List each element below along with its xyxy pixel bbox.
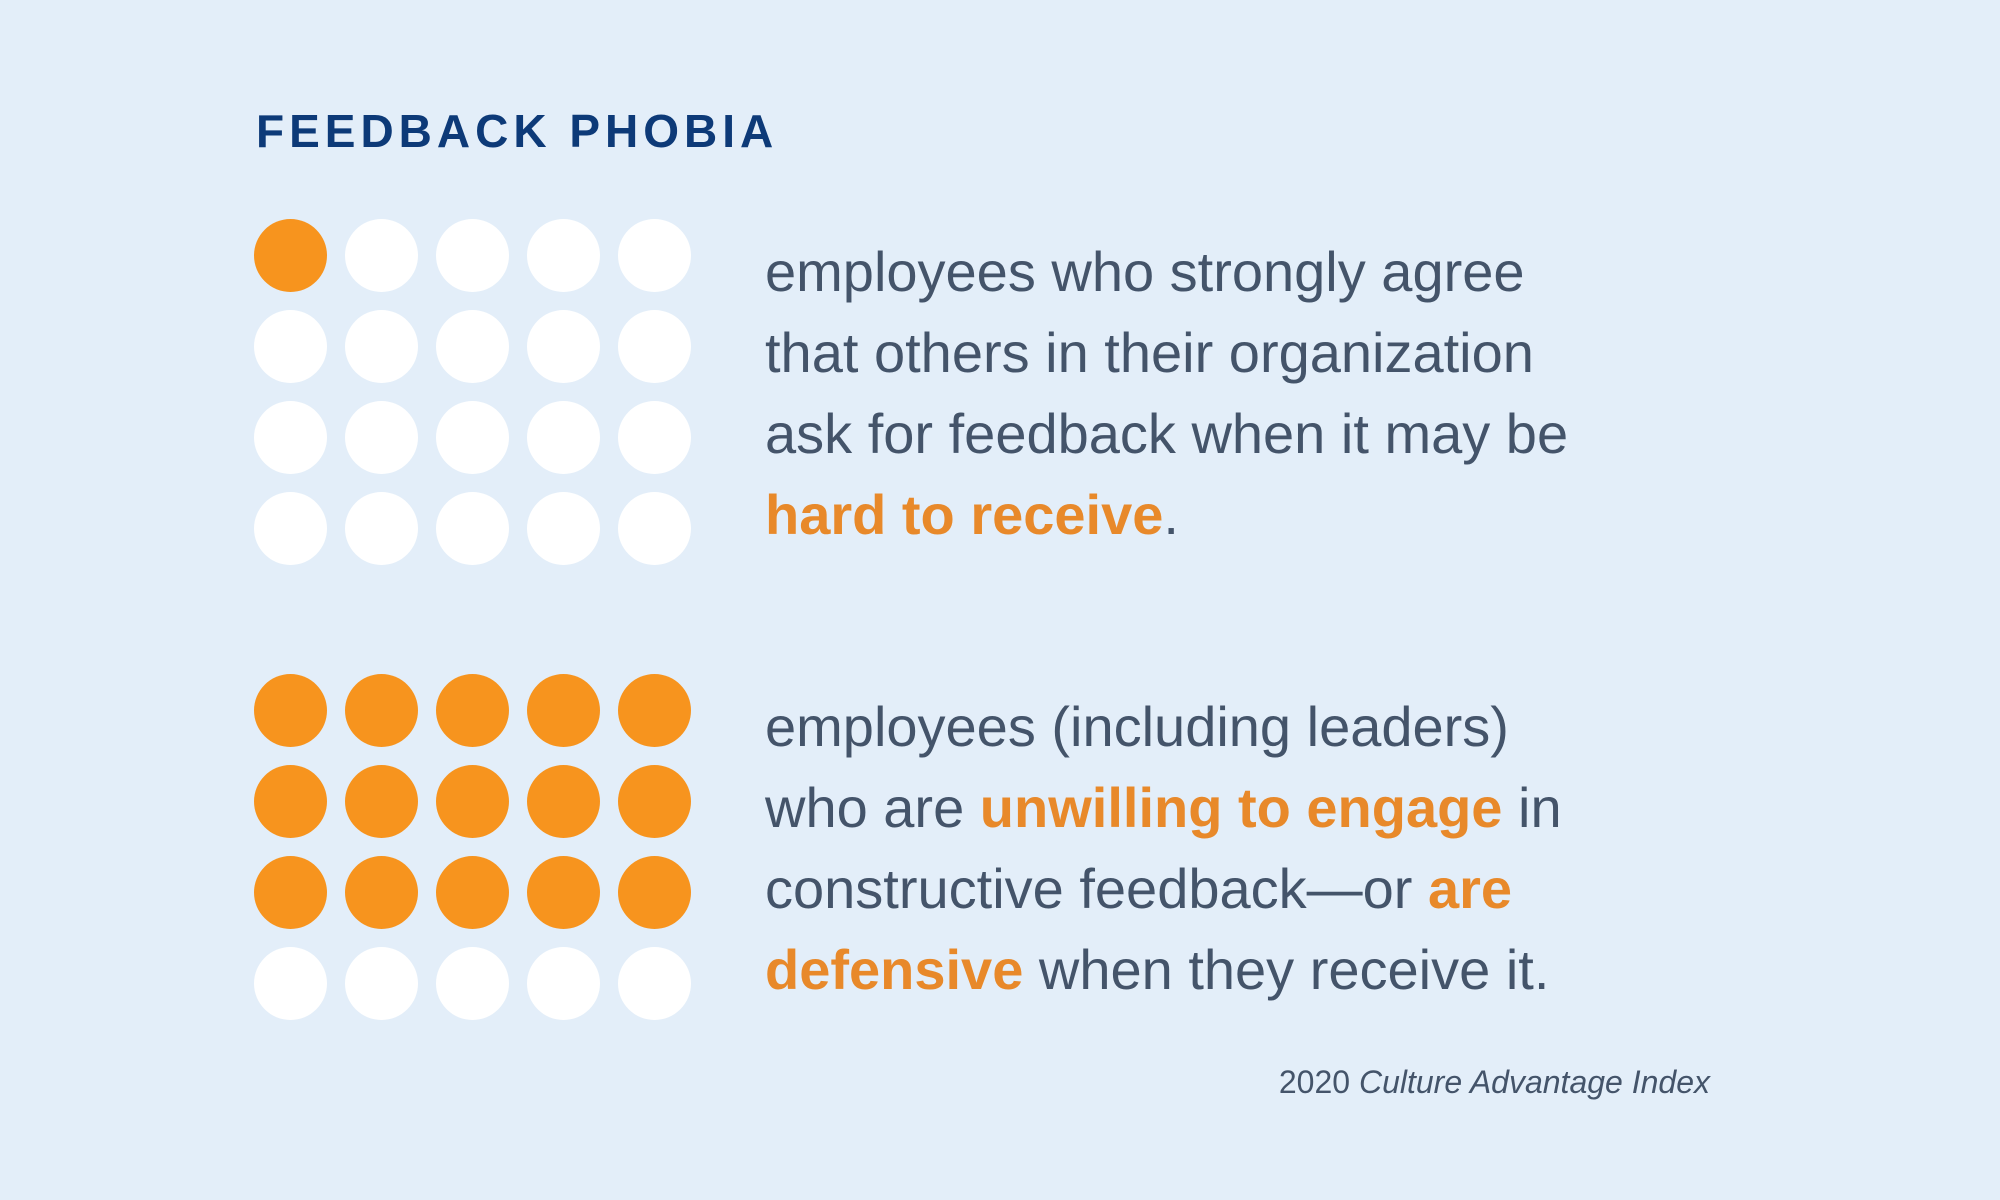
source-name: Culture Advantage Index <box>1358 1064 1710 1100</box>
body-text: ask for feedback when it may be <box>765 402 1569 465</box>
stat-line: hard to receive. <box>765 474 1568 555</box>
dot-grid-hard-to-receive <box>254 219 691 565</box>
stat-text-hard-to-receive: employees who strongly agree that others … <box>765 231 1568 555</box>
empty-dot <box>618 401 691 474</box>
filled-dot <box>436 674 509 747</box>
body-text: employees who strongly agree <box>765 240 1525 303</box>
stat-line: who are unwilling to engage in <box>765 767 1562 848</box>
highlight-text: are <box>1427 857 1513 920</box>
filled-dot <box>436 765 509 838</box>
stat-line: defensive when they receive it. <box>765 929 1562 1010</box>
filled-dot <box>436 856 509 929</box>
filled-dot <box>527 856 600 929</box>
body-text: . <box>1163 483 1179 546</box>
stat-line: employees who strongly agree <box>765 231 1568 312</box>
filled-dot <box>254 765 327 838</box>
filled-dot <box>618 765 691 838</box>
stat-line: ask for feedback when it may be <box>765 393 1568 474</box>
empty-dot <box>618 310 691 383</box>
empty-dot <box>345 310 418 383</box>
filled-dot <box>254 856 327 929</box>
body-text: in <box>1502 776 1562 839</box>
stat-line: constructive feedback—or are <box>765 848 1562 929</box>
empty-dot <box>345 947 418 1020</box>
source-citation: 2020 Culture Advantage Index <box>1279 1064 1710 1101</box>
body-text: that others in their organization <box>765 321 1534 384</box>
empty-dot <box>527 310 600 383</box>
empty-dot <box>436 310 509 383</box>
empty-dot <box>436 492 509 565</box>
empty-dot <box>254 947 327 1020</box>
empty-dot <box>254 492 327 565</box>
empty-dot <box>436 219 509 292</box>
empty-dot <box>618 219 691 292</box>
stat-text-unwilling-or-defensive: employees (including leaders) who are unw… <box>765 686 1562 1010</box>
filled-dot <box>527 765 600 838</box>
filled-dot <box>254 674 327 747</box>
empty-dot <box>254 310 327 383</box>
highlight-text: defensive <box>765 938 1024 1001</box>
empty-dot <box>618 947 691 1020</box>
empty-dot <box>527 947 600 1020</box>
highlight-text: unwilling to engage <box>979 776 1503 839</box>
filled-dot <box>345 674 418 747</box>
body-text: employees (including leaders) <box>765 695 1509 758</box>
filled-dot <box>254 219 327 292</box>
empty-dot <box>436 401 509 474</box>
highlight-text: hard to receive <box>765 483 1164 546</box>
body-text: when they receive it. <box>1023 938 1550 1001</box>
page-title: FEEDBACK PHOBIA <box>256 105 779 157</box>
empty-dot <box>436 947 509 1020</box>
source-year: 2020 <box>1278 1064 1351 1100</box>
body-text: constructive feedback—or <box>765 857 1428 920</box>
filled-dot <box>345 765 418 838</box>
body-text: who are <box>765 776 980 839</box>
empty-dot <box>345 492 418 565</box>
empty-dot <box>527 401 600 474</box>
stat-line: employees (including leaders) <box>765 686 1562 767</box>
filled-dot <box>527 674 600 747</box>
empty-dot <box>618 492 691 565</box>
stat-line: that others in their organization <box>765 312 1568 393</box>
dot-grid-unwilling-or-defensive <box>254 674 691 1020</box>
filled-dot <box>618 674 691 747</box>
filled-dot <box>618 856 691 929</box>
empty-dot <box>527 219 600 292</box>
filled-dot <box>345 856 418 929</box>
empty-dot <box>254 401 327 474</box>
empty-dot <box>345 219 418 292</box>
empty-dot <box>345 401 418 474</box>
empty-dot <box>527 492 600 565</box>
